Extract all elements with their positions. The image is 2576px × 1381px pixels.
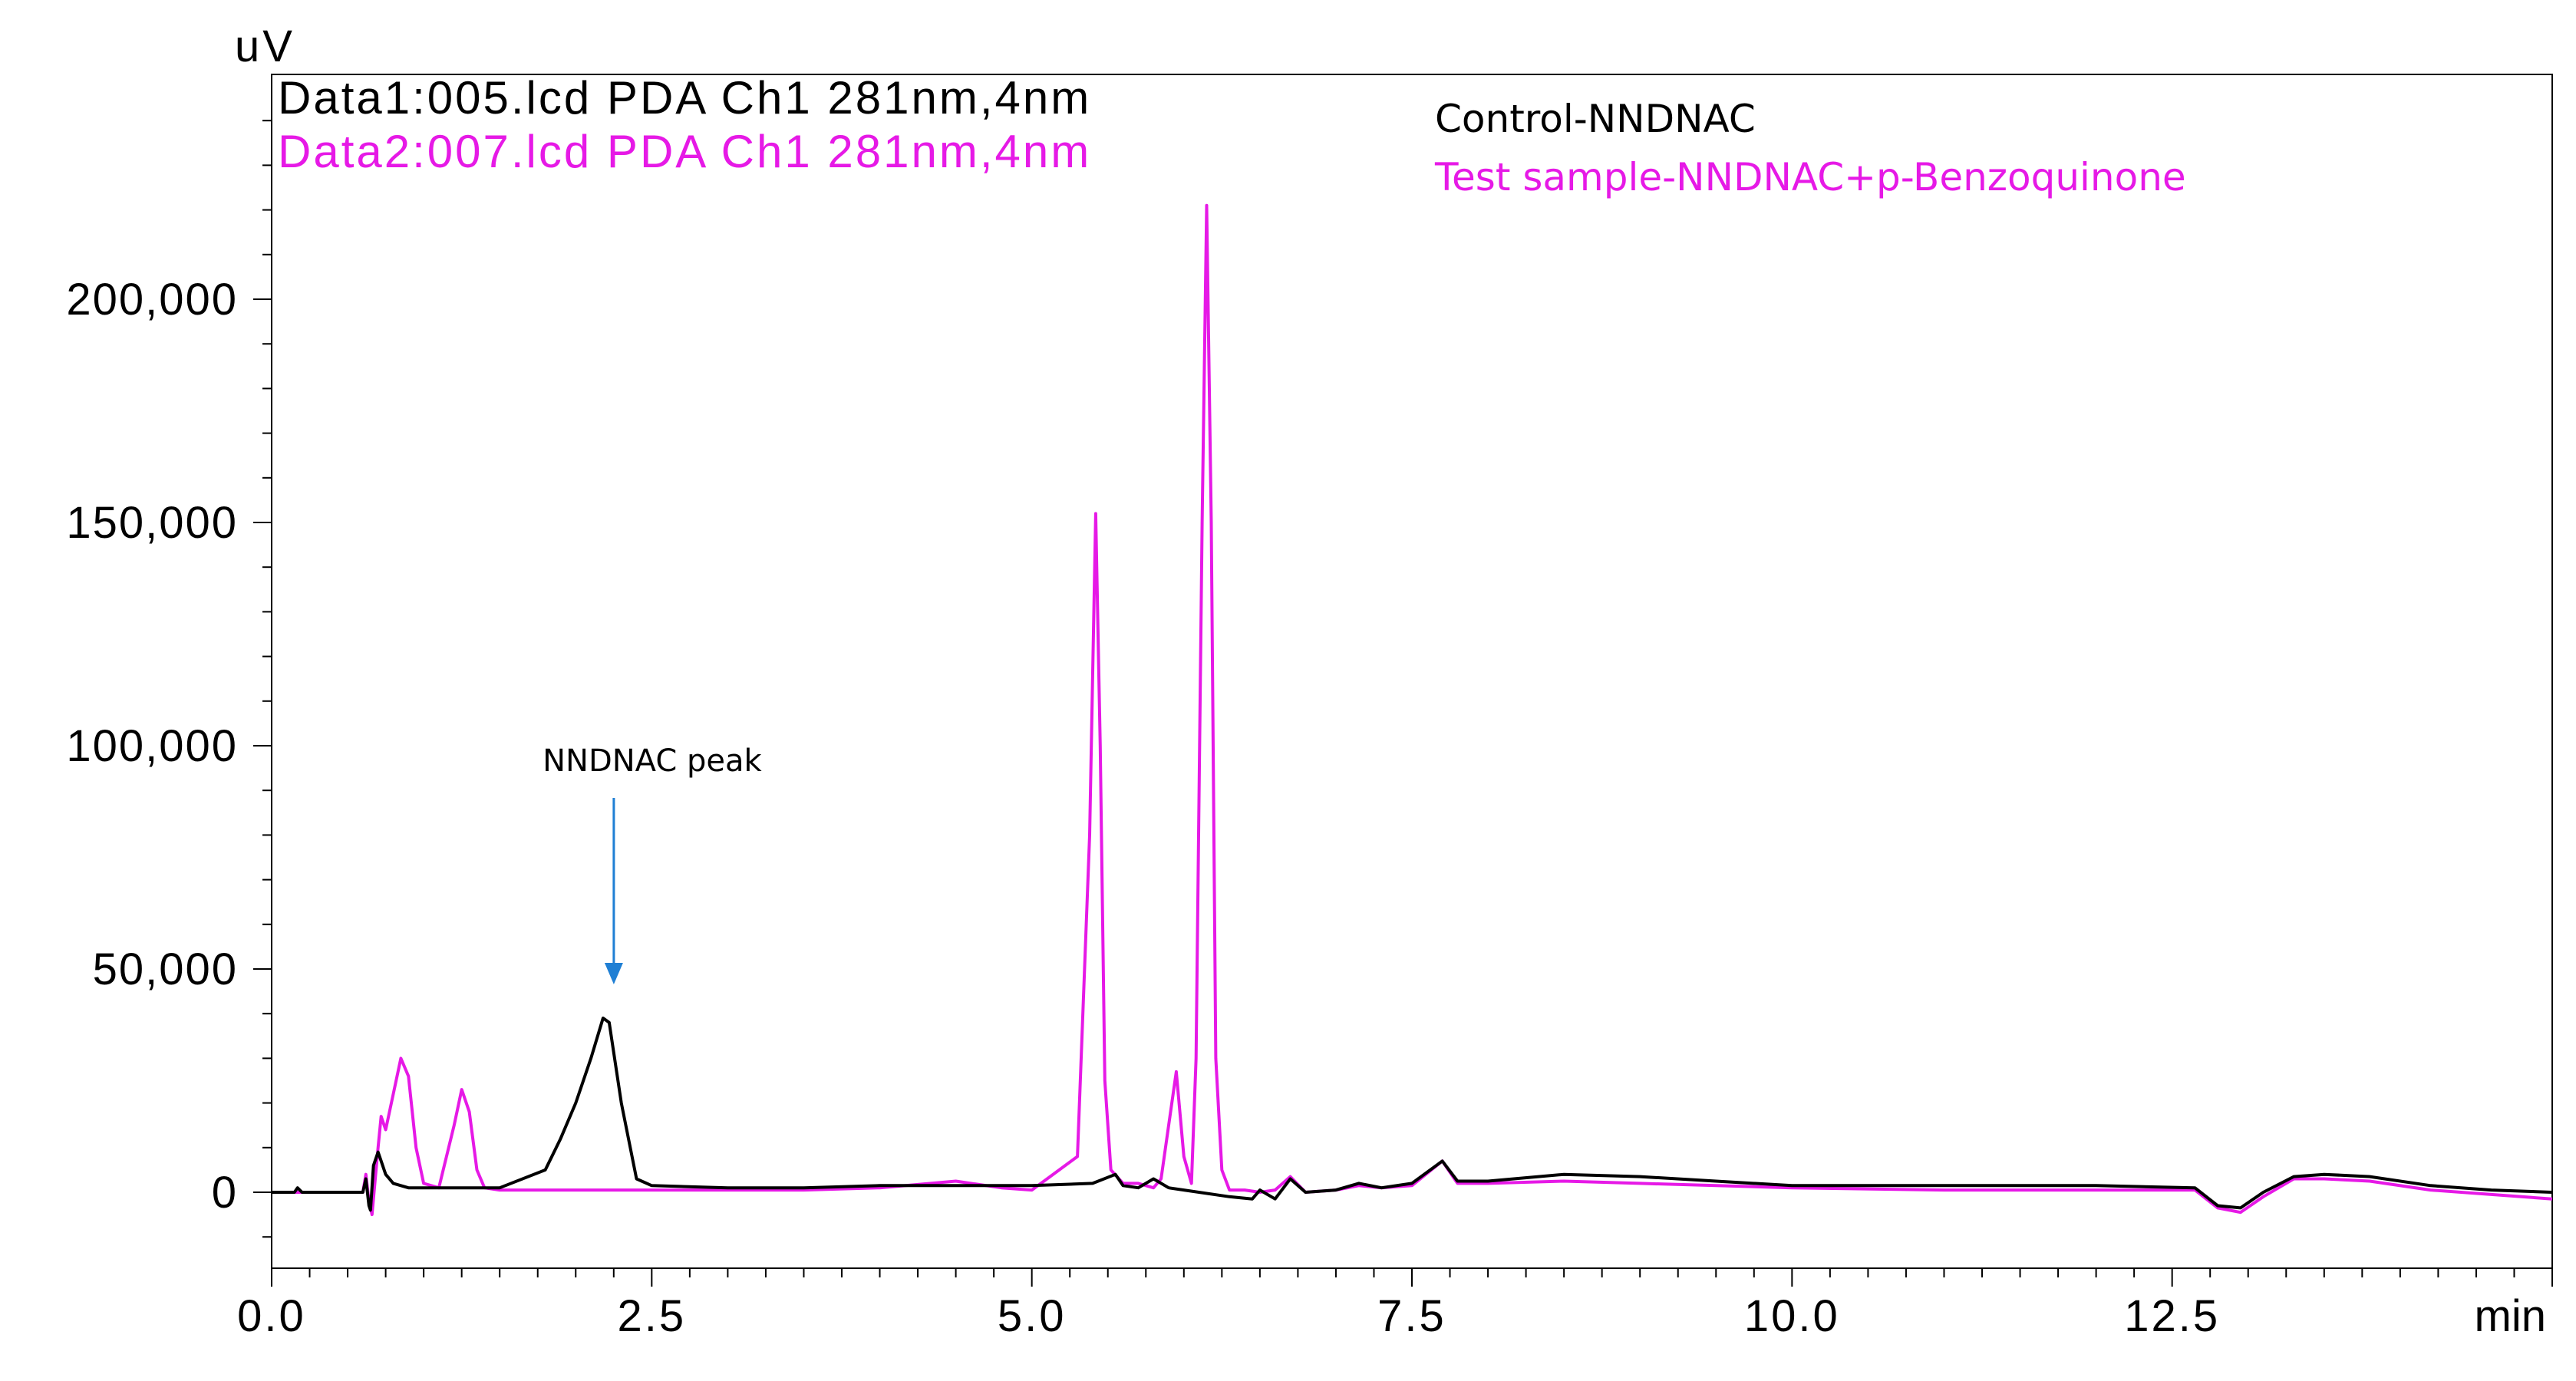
x-tick-label: 10.0	[1744, 1291, 1840, 1341]
series-control-line	[272, 1017, 2553, 1212]
x-tick-label: 0.0	[237, 1291, 306, 1341]
x-tick-label: 12.5	[2124, 1291, 2220, 1341]
legend-entry-control: Control-NNDNAC	[1435, 97, 1756, 141]
series-layer	[272, 203, 2553, 1217]
annotation-layer: NNDNAC peak	[543, 743, 763, 984]
y-tick-label: 0	[212, 1168, 238, 1218]
y-tick-label: 50,000	[93, 944, 238, 994]
y-tick-label: 200,000	[66, 275, 238, 325]
y-tick-label: 150,000	[66, 498, 238, 548]
x-tick-label: 7.5	[1377, 1291, 1446, 1341]
legend-entry-test-sample: Test sample-NNDNAC+p-Benzoquinone	[1434, 155, 2186, 199]
x-tick-label: 2.5	[618, 1291, 687, 1341]
data1-header-text: Data1:005.lcd PDA Ch1 281nm,4nm	[278, 72, 1091, 124]
nndnac-peak-label: NNDNAC peak	[543, 743, 762, 779]
header-layer: Data1:005.lcd PDA Ch1 281nm,4nm Data2:00…	[278, 72, 1091, 177]
nndnac-peak-arrow-head	[604, 963, 623, 984]
y-tick-label: 100,000	[66, 721, 238, 771]
plot-frame	[271, 74, 2553, 1269]
x-axis-label: min	[2475, 1291, 2546, 1341]
series-test-sample-line	[272, 203, 2553, 1217]
x-tick-label: 5.0	[998, 1291, 1067, 1341]
y-axis-label: uV	[235, 21, 295, 71]
data2-header-text: Data2:007.lcd PDA Ch1 281nm,4nm	[278, 126, 1091, 177]
legend: Control-NNDNAC Test sample-NNDNAC+p-Benz…	[1434, 97, 2186, 199]
axes-layer: 0.0 2.5 5.0 7.5 10.0 12.5 0 50,000 100,000 150,00…	[66, 120, 2553, 1341]
